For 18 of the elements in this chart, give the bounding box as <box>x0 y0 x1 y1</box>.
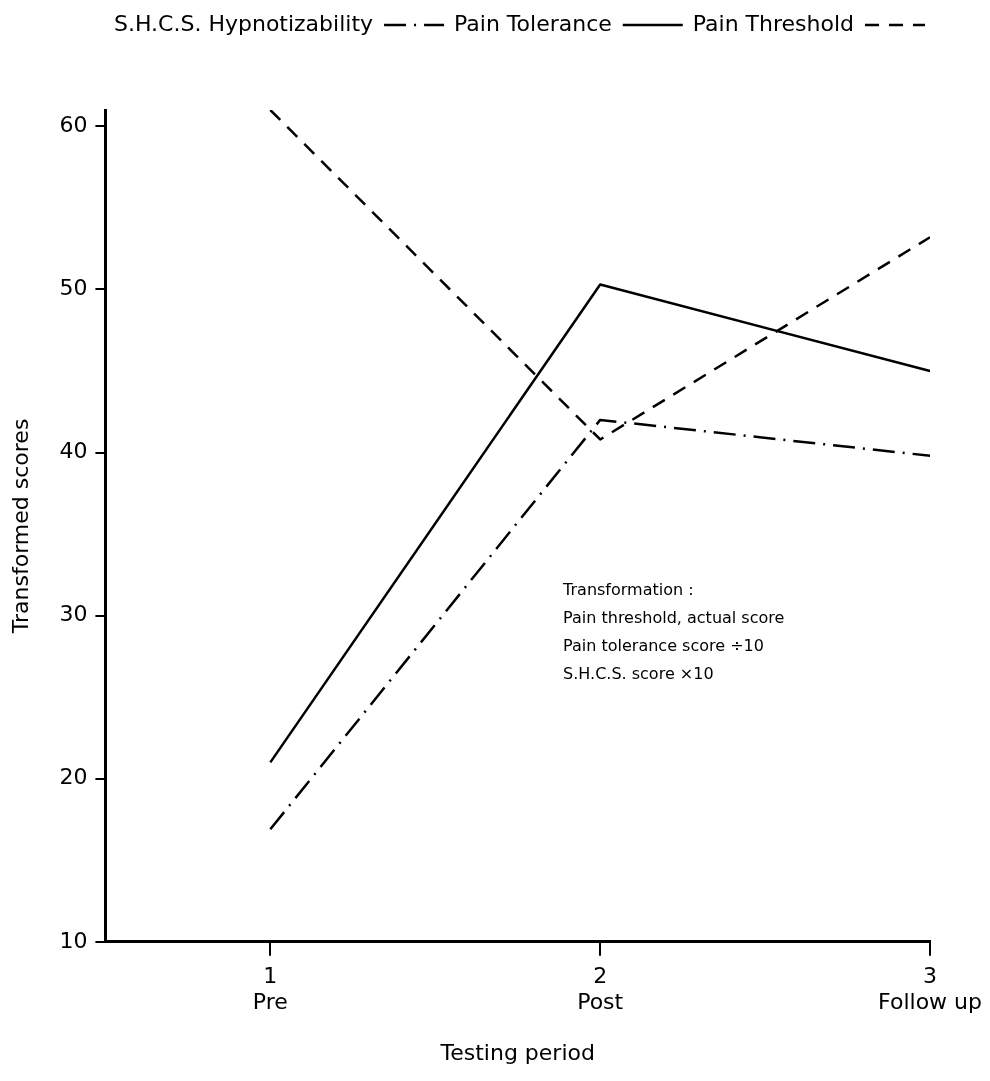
y-tick-label: 20 <box>59 764 88 790</box>
y-tick-label: 60 <box>59 112 88 138</box>
x-tick-label: 2 Post <box>577 962 624 1015</box>
annotation: S.H.C.S. score ×10 <box>563 664 714 684</box>
x-tick-label: 3 Follow up <box>878 962 983 1015</box>
y-tick-label: 50 <box>59 275 88 301</box>
x-tick-label: 1 Pre <box>252 962 288 1015</box>
y-tick-label: 10 <box>59 927 88 953</box>
legend-label: Pain Threshold <box>692 10 854 36</box>
y-tick-label: 30 <box>59 601 88 627</box>
legend-label: S.H.C.S. Hypnotizability <box>113 10 374 36</box>
annotation: Transformation : <box>562 580 694 600</box>
legend-label: Pain Tolerance <box>454 10 612 36</box>
annotation: Pain tolerance score ÷10 <box>563 636 764 656</box>
y-tick-label: 40 <box>59 438 88 464</box>
y-axis-title: Transformed scores <box>7 418 33 635</box>
x-axis-title: Testing period <box>439 1039 595 1065</box>
annotation: Pain threshold, actual score <box>563 608 785 628</box>
